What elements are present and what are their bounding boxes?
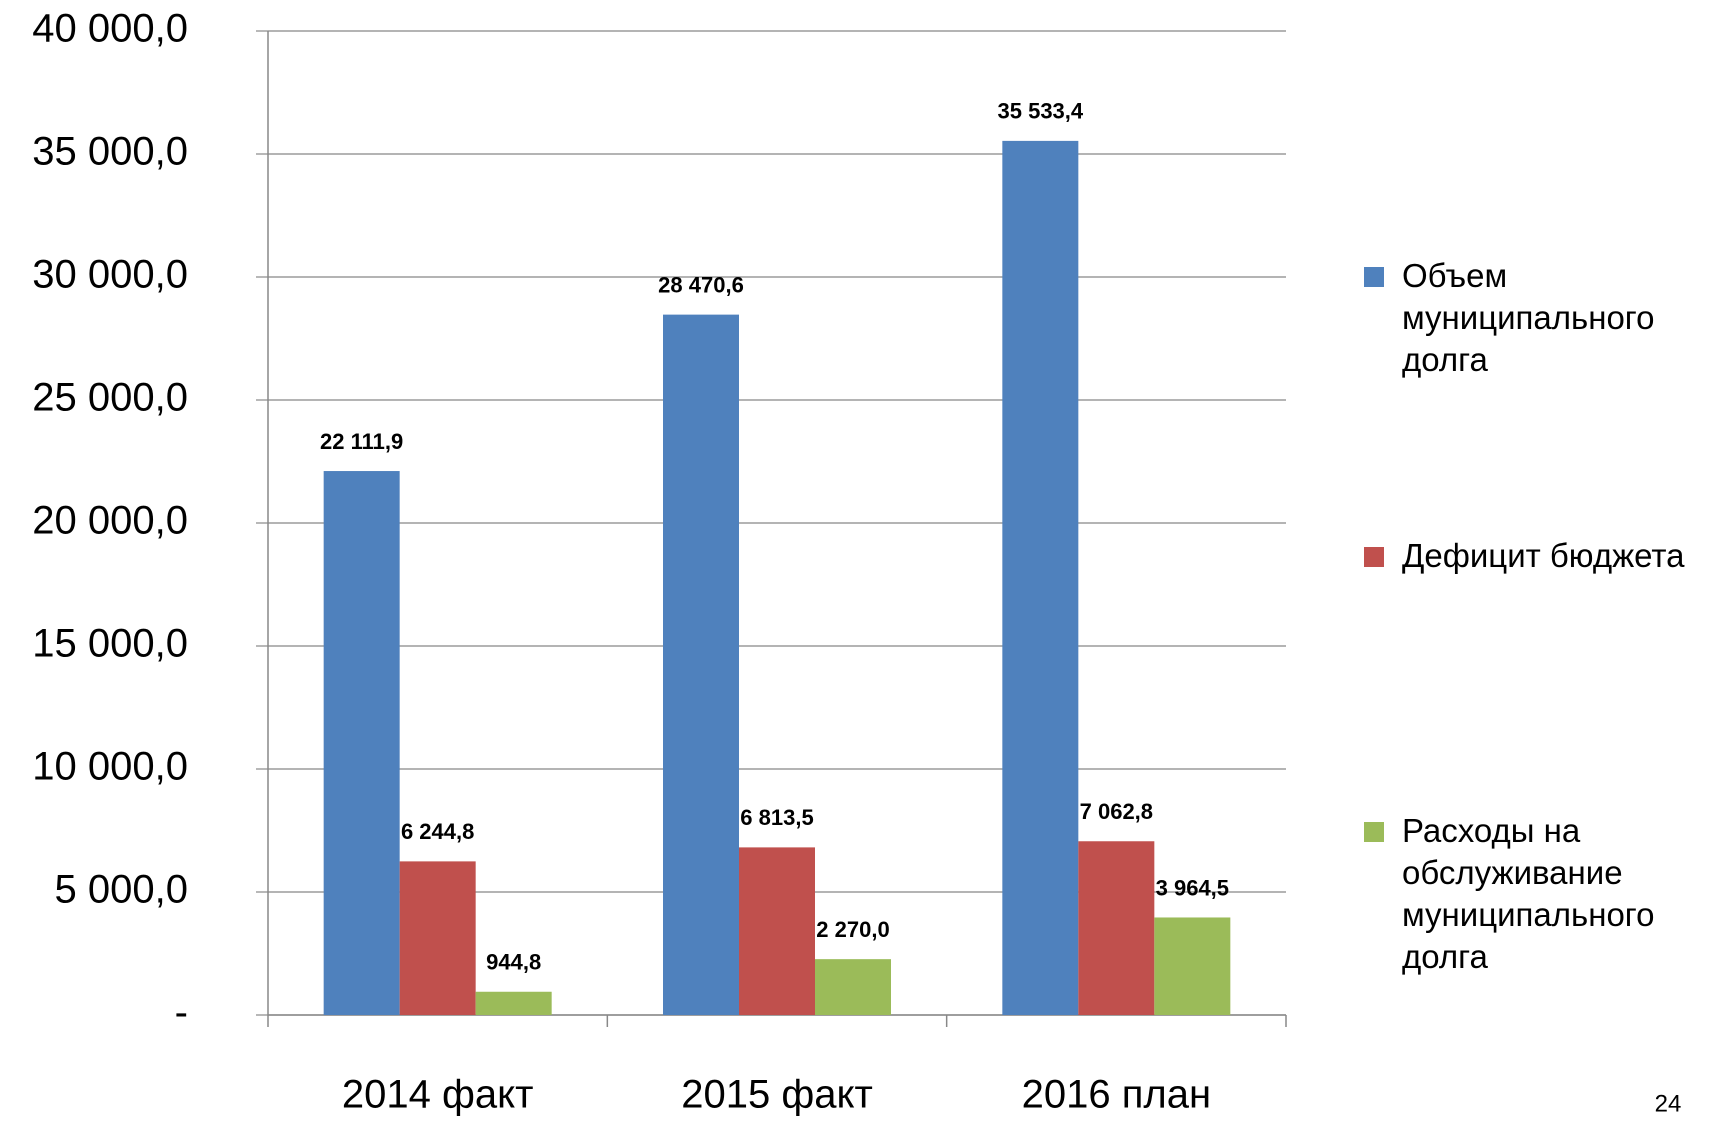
data-label: 6 244,8 [401,819,474,844]
y-tick-label: 35 000,0 [32,130,188,174]
data-label: 22 111,9 [320,429,403,454]
legend-label: Объем муниципального долга [1402,257,1655,378]
page-number: 24 [1655,1090,1682,1117]
data-label: 2 270,0 [816,917,889,942]
legend-swatch [1364,267,1384,287]
data-label: 28 470,6 [658,272,744,297]
x-tick-label: 2015 факт [681,1073,873,1117]
bar [1002,140,1079,1015]
x-tick-label: 2014 факт [342,1073,534,1117]
y-tick-label: 25 000,0 [32,376,188,420]
data-label: 35 533,4 [998,99,1084,124]
data-label: 6 813,5 [740,805,813,830]
bar [475,991,552,1015]
data-label: 944,8 [486,950,541,975]
data-label: 3 964,5 [1156,875,1229,900]
legend-label: Расходы на обслуживание муниципального д… [1402,812,1655,975]
bar [663,314,739,1015]
legend-swatch [1364,822,1384,842]
bar [399,861,476,1015]
y-tick-label: 20 000,0 [32,499,188,543]
y-tick-label: 15 000,0 [32,622,188,666]
bar [1078,841,1155,1015]
y-tick-label: 40 000,0 [32,7,188,51]
y-tick-label: 10 000,0 [32,745,188,789]
y-tick-label: 30 000,0 [32,253,188,297]
bar [1154,917,1231,1015]
y-tick-label: 5 000,0 [55,868,188,912]
y-tick-label: - [175,991,188,1035]
bar [815,959,891,1015]
bar [739,847,815,1015]
legend-swatch [1364,547,1384,567]
legend-label: Дефицит бюджета [1402,537,1685,574]
x-tick-label: 2016 план [1022,1073,1211,1117]
data-label: 7 062,8 [1080,799,1153,824]
bar [323,471,400,1016]
